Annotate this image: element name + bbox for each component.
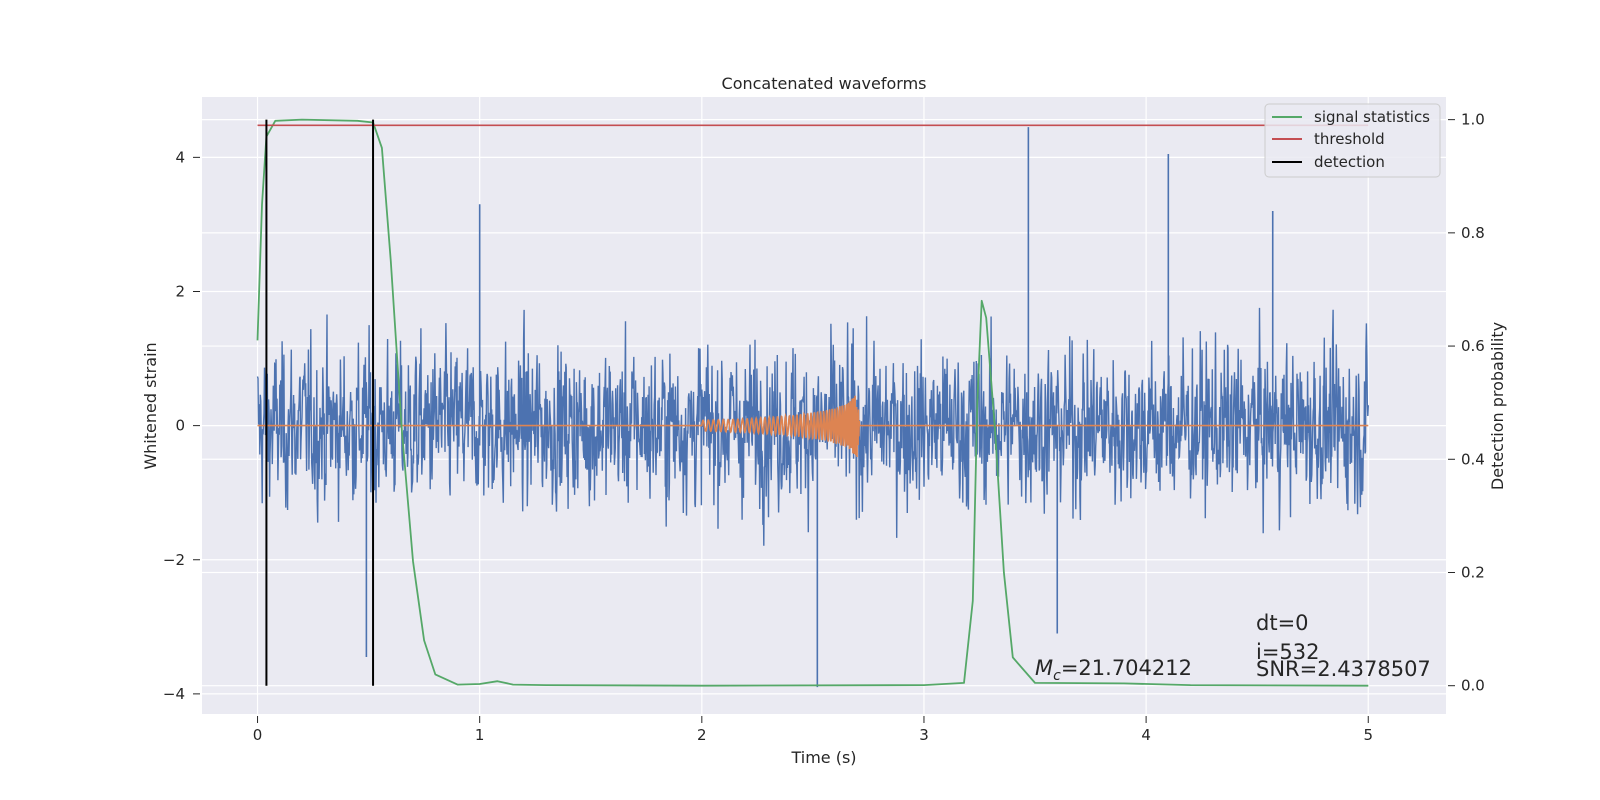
legend: signal statistics threshold detection	[1264, 103, 1441, 178]
legend-label-detection: detection	[1314, 153, 1385, 171]
legend-label-signal-statistics: signal statistics	[1314, 108, 1430, 126]
y-right-tick-label-0: 0.0	[1461, 677, 1485, 695]
y-right-tick-label-5: 1.0	[1461, 111, 1485, 129]
annotation-chirp-mass: Mc=21.704212	[1035, 656, 1192, 684]
series-signal-statistics	[256, 118, 1369, 687]
y-left-tick-label-0: −4	[163, 685, 185, 703]
x-tick-label-4: 4	[1141, 726, 1151, 744]
ticks: 0 1 2 3 4 5 −4 −2 0 2 4 0.0 0.2 0.4 0.6 0.8 1.0	[163, 111, 1485, 744]
y-left-tick-label-3: 2	[175, 282, 185, 300]
annotation-snr: SNR=2.4378507	[1256, 657, 1431, 681]
x-tick-label-3: 3	[919, 726, 929, 744]
annotation-chirp-mass-subscript: c	[1053, 668, 1061, 684]
y-left-tick-label-2: 0	[175, 417, 185, 435]
y-left-tick-label-4: 4	[175, 148, 185, 166]
x-axis-label: Time (s)	[790, 748, 856, 767]
legend-box	[1264, 103, 1441, 178]
annotations: dt=0 i=532 SNR=2.4378507 Mc=21.704212	[1035, 611, 1431, 684]
series-whitened-strain	[256, 307, 1369, 546]
y-right-tick-label-3: 0.6	[1461, 337, 1485, 355]
annotation-dt: dt=0	[1256, 611, 1309, 635]
series-injected-chirp	[257, 395, 1369, 458]
y-left-tick-label-1: −2	[163, 551, 185, 569]
y-right-tick-label-4: 0.8	[1461, 224, 1485, 242]
annotation-chirp-mass-symbol: M	[1035, 656, 1053, 680]
annotation-index: i=532	[1256, 640, 1320, 664]
series-layer	[256, 118, 1369, 688]
x-tick-label-5: 5	[1363, 726, 1373, 744]
x-tick-label-1: 1	[475, 726, 485, 744]
y-right-tick-label-1: 0.2	[1461, 563, 1485, 581]
x-tick-label-0: 0	[253, 726, 263, 744]
y-axis-right-label: Detection probability	[1488, 322, 1507, 490]
annotation-chirp-mass-value: =21.704212	[1061, 656, 1192, 680]
chart-title: Concatenated waveforms	[722, 74, 927, 93]
y-right-tick-label-2: 0.4	[1461, 450, 1485, 468]
legend-label-threshold: threshold	[1314, 130, 1385, 148]
y-axis-left-label: Whitened strain	[141, 342, 160, 469]
x-tick-label-2: 2	[697, 726, 707, 744]
